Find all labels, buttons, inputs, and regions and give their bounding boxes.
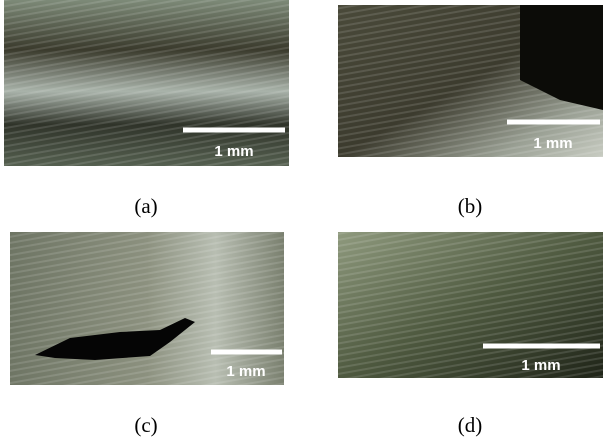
figure: 1 mm (a) 1 mm (b) 1 mm (c) 1 mm (d) [0,0,603,441]
photo-texture [338,232,603,378]
panel-label: (a) [134,194,157,218]
scale-label: 1 mm [214,143,253,160]
panel-b: 1 mm (b) [338,5,603,218]
panel-d: 1 mm (d) [338,232,603,437]
panel-a: 1 mm (a) [4,0,289,218]
scale-label: 1 mm [533,135,572,152]
photo-texture [4,0,289,166]
scale-label: 1 mm [226,363,265,380]
panel-label: (d) [458,413,483,437]
panel-label: (b) [458,194,483,218]
scale-label: 1 mm [521,357,560,374]
panel-label: (c) [134,413,157,437]
panel-c: 1 mm (c) [10,232,284,437]
